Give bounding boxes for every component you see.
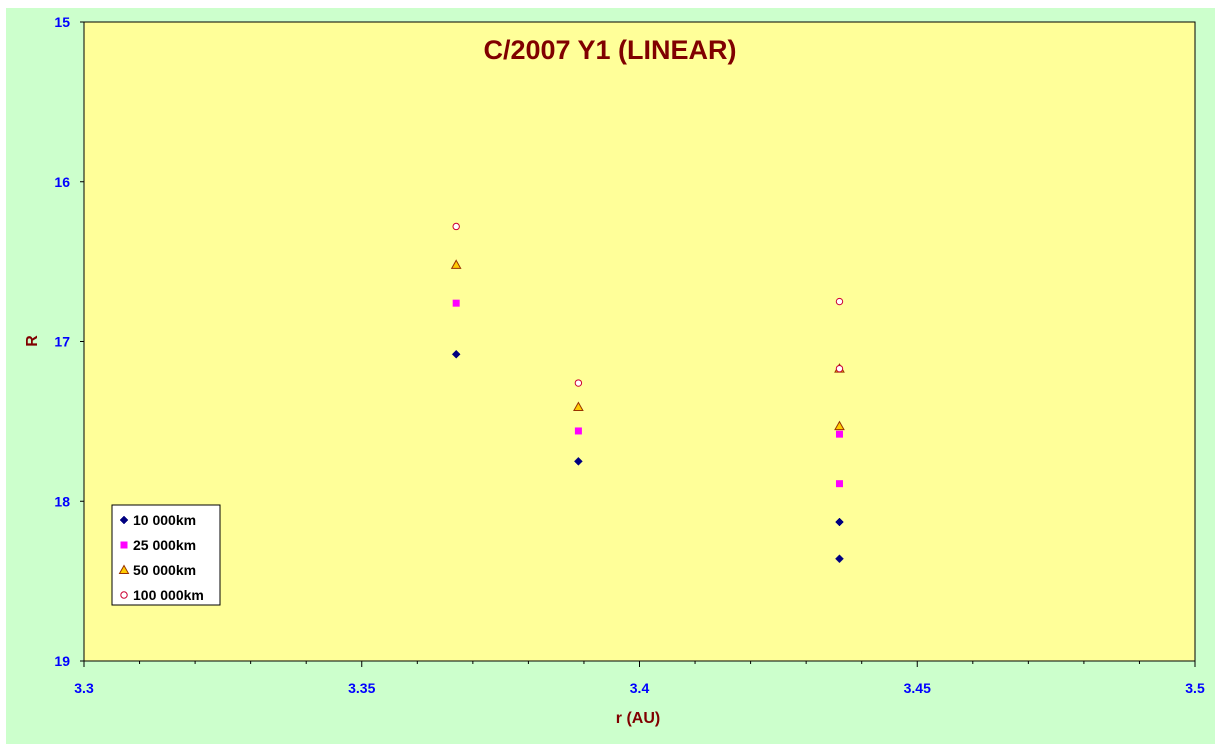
axis-ticks [80,21,1196,667]
data-point-square [452,299,460,307]
y-tick-label: 15 [54,14,70,30]
data-point-square [835,430,843,438]
legend-label: 50 000km [133,562,196,578]
legend: 10 000km 25 000km 50 000km 100 000km [111,504,221,606]
legend-marker-square [120,541,128,549]
chart-title: C/2007 Y1 (LINEAR) [483,35,736,65]
legend-marker-diamond [119,515,129,525]
x-tick-label: 3.4 [630,680,650,696]
x-tick-label: 3.5 [1185,680,1205,696]
y-tick-label: 17 [54,334,70,350]
scatter-chart: 15 16 17 18 19 3.3 3.35 3.4 3.45 3.5 C/2007 Y1 (… [24,14,1205,727]
data-point-diamond [835,554,844,564]
data-point-circle [835,297,844,306]
x-tick-label: 3.3 [74,680,94,696]
y-tick-labels: 15 16 17 18 19 [54,14,70,669]
data-point-circle [574,379,583,387]
y-tick-label: 18 [54,493,70,509]
data-point-square [835,480,843,488]
data-point-diamond [574,456,583,466]
legend-marker-circle [120,591,128,599]
data-point-triangle [834,420,845,431]
data-point-triangle [573,401,584,411]
y-tick-label: 19 [54,653,70,669]
plot-area [83,21,1196,662]
legend-label: 100 000km [133,587,204,603]
x-axis-title: r (AU) [616,710,660,727]
data-point-triangle [450,259,462,269]
y-tick-label: 16 [54,174,70,190]
legend-marker-triangle [118,564,130,574]
x-tick-label: 3.35 [348,680,375,696]
data-point-circle [452,222,460,231]
chart-area: 15 16 17 18 19 3.3 3.35 3.4 3.45 3.5 C/2007 Y1 (… [6,8,1215,744]
x-tick-labels: 3.3 3.35 3.4 3.45 3.5 [74,680,1205,696]
data-point-diamond [835,517,844,527]
data-point-square [574,427,582,435]
data-point-diamond [451,349,461,359]
legend-label: 10 000km [133,512,196,528]
data-point-circle [835,364,844,373]
x-tick-label: 3.45 [904,680,931,696]
y-axis-title: R [24,335,41,347]
legend-box [111,504,221,606]
data-points [450,222,845,564]
legend-label: 25 000km [133,537,196,553]
